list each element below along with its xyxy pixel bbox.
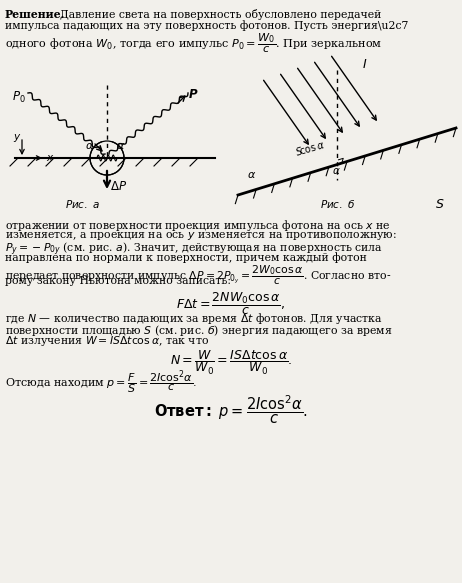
Text: одного фотона $W_0$, тогда его импульс $P_0 = \dfrac{W_0}{c}$. При зеркальном: одного фотона $W_0$, тогда его импульс $… — [5, 32, 383, 55]
Text: $N = \dfrac{W}{W_0} = \dfrac{IS\Delta t\cos\alpha}{W_0}.$: $N = \dfrac{W}{W_0} = \dfrac{IS\Delta t\… — [170, 349, 292, 377]
Text: $\alpha$: $\alpha$ — [85, 141, 94, 151]
Text: $\alpha$: $\alpha$ — [247, 170, 256, 180]
Text: где $N$ — количество падающих за время $\Delta t$ фотонов. Для участка: где $N$ — количество падающих за время $… — [5, 311, 383, 326]
Text: Давление света на поверхность обусловлено передачей: Давление света на поверхность обусловлен… — [60, 9, 381, 20]
Text: $\Delta t$ излучения $W = IS\Delta t\cos\alpha$, так что: $\Delta t$ излучения $W = IS\Delta t\cos… — [5, 334, 209, 348]
Text: $I$: $I$ — [362, 58, 367, 71]
Text: передает поверхности импульс $\Delta P = 2P_{0_y} = \dfrac{2W_0\cos\alpha}{c}$. : передает поверхности импульс $\Delta P =… — [5, 264, 391, 287]
Text: изменяется, а проекция на ось $y$ изменяется на противоположную:: изменяется, а проекция на ось $y$ изменя… — [5, 230, 397, 241]
Text: направлена по нормали к поверхности, причем каждый фотон: направлена по нормали к поверхности, при… — [5, 252, 367, 264]
Text: $\mathit{Рис.\ а}$: $\mathit{Рис.\ а}$ — [65, 198, 100, 210]
Text: $\alpha$: $\alpha$ — [332, 166, 340, 176]
Text: $S$: $S$ — [435, 198, 444, 211]
Text: $P_y = -P_{0y}$ (см. рис. $a$). Значит, действующая на поверхность сила: $P_y = -P_{0y}$ (см. рис. $a$). Значит, … — [5, 241, 383, 258]
Text: $S\!\cos\alpha$: $S\!\cos\alpha$ — [293, 138, 326, 158]
Text: отражении от поверхности проекция импульса фотона на ось $x$ не: отражении от поверхности проекция импуль… — [5, 218, 390, 233]
Text: $\mathit{Рис.\ б}$: $\mathit{Рис.\ б}$ — [320, 198, 355, 210]
Text: рому закону Ньютона можно записать:: рому закону Ньютона можно записать: — [5, 276, 231, 286]
Text: $\boldsymbol{P}$: $\boldsymbol{P}$ — [188, 88, 199, 101]
Text: $x$: $x$ — [46, 153, 55, 163]
Text: $\boldsymbol{P_0}$: $\boldsymbol{P_0}$ — [12, 90, 26, 105]
Text: Решение.: Решение. — [5, 9, 66, 20]
Text: $\mathbf{Ответ:}\ p = \dfrac{2I\cos^2\!\alpha}{c}.$: $\mathbf{Ответ:}\ p = \dfrac{2I\cos^2\!\… — [154, 394, 308, 426]
Text: $\Delta P$: $\Delta P$ — [110, 180, 127, 193]
Text: импульса падающих на эту поверхность фотонов. Пусть энергия\u2c7: импульса падающих на эту поверхность фот… — [5, 20, 408, 31]
Text: $y$: $y$ — [13, 132, 22, 144]
Text: поверхности площадью $S$ (см. рис. $б$) энергия падающего за время: поверхности площадью $S$ (см. рис. $б$) … — [5, 322, 392, 338]
Text: $F\Delta t = \dfrac{2NW_0\cos\alpha}{c},$: $F\Delta t = \dfrac{2NW_0\cos\alpha}{c},… — [176, 291, 286, 317]
Text: Отсюда находим $p = \dfrac{F}{S} = \dfrac{2I\cos^2\!\alpha}{c}.$: Отсюда находим $p = \dfrac{F}{S} = \dfra… — [5, 368, 197, 396]
Text: $\alpha$: $\alpha$ — [116, 141, 125, 151]
